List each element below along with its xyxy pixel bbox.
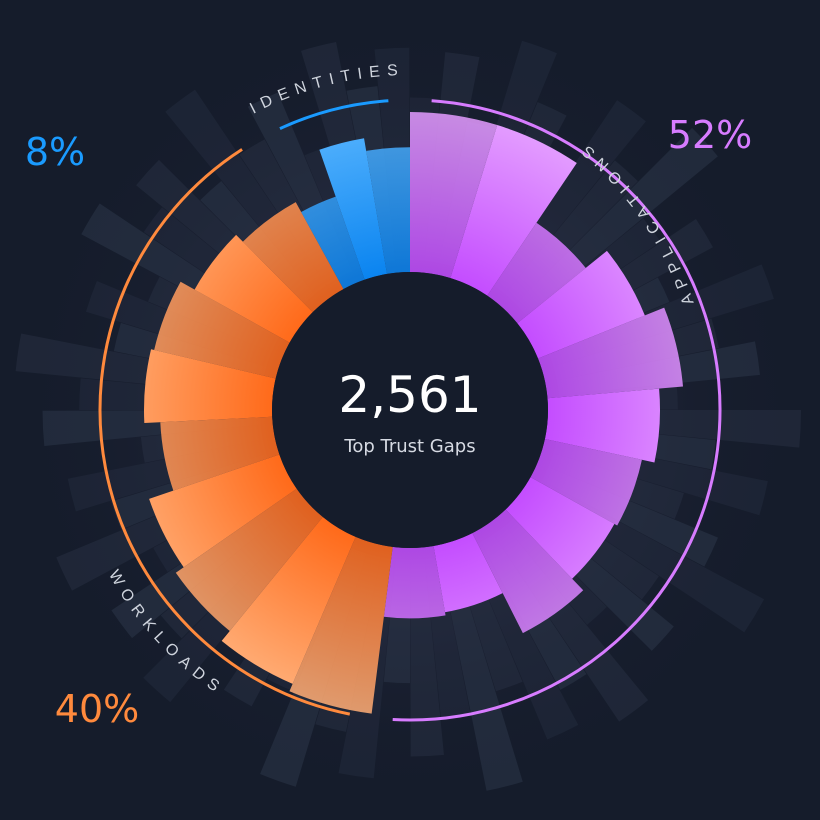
segment-bar [175, 488, 323, 632]
segment-bar [544, 388, 660, 463]
center-label: Top Trust Gaps [343, 436, 475, 457]
segment-bar [517, 250, 645, 359]
segment-bar [194, 234, 313, 343]
segment-arc [392, 99, 722, 722]
segment-arc [98, 148, 351, 716]
segment-bar [410, 112, 498, 279]
segment-bar [472, 509, 584, 634]
segment-percent: 52% [668, 113, 752, 157]
segment-percent: 8% [25, 130, 85, 174]
center-value: 2,561 [338, 366, 481, 424]
segment-bar [383, 545, 446, 619]
background-bar [439, 553, 523, 791]
segment-bar [530, 438, 642, 526]
segment-bar [301, 196, 365, 290]
segment-bar [487, 222, 586, 324]
segment-arcs [98, 99, 722, 722]
segment-bar [242, 202, 344, 313]
segment-bar [319, 138, 387, 280]
segment-bars [144, 112, 683, 714]
segment-arc [279, 99, 389, 130]
segment-bar [149, 454, 297, 568]
segment-bar [538, 307, 683, 399]
segment-bar [144, 349, 276, 423]
segment-bar [160, 416, 280, 491]
segment-bar [366, 147, 410, 274]
segment-bar [505, 477, 615, 579]
segment-bar [433, 533, 503, 613]
segment-percent: 40% [55, 687, 139, 731]
segment-bar [450, 125, 577, 296]
segment-bar [289, 536, 393, 714]
segment-bar [221, 516, 356, 684]
segment-bar [154, 281, 290, 379]
center-disc [272, 272, 548, 548]
